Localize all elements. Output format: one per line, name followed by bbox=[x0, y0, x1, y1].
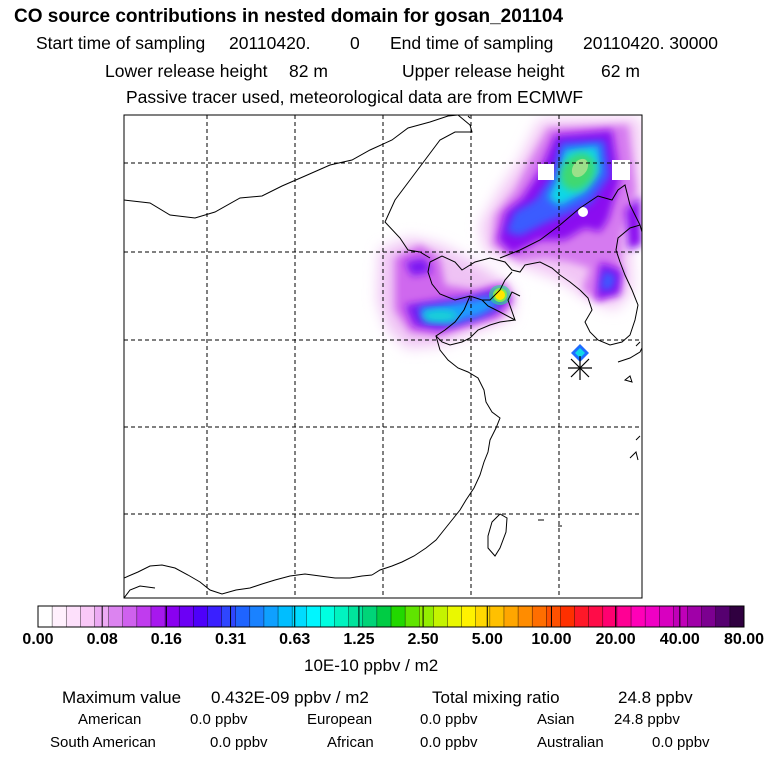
map-frame bbox=[123, 114, 643, 599]
region-african-value: 0.0 ppbv bbox=[420, 734, 478, 751]
coastlines bbox=[124, 115, 642, 598]
color-scale-cell bbox=[249, 606, 265, 627]
color-scale-cell bbox=[207, 606, 223, 627]
color-scale-cell bbox=[574, 606, 590, 627]
plume-northeast bbox=[480, 118, 642, 310]
color-scale-tick-label: 10.00 bbox=[531, 631, 572, 648]
color-scale-cell bbox=[376, 606, 392, 627]
color-scale-cell bbox=[306, 606, 321, 627]
color-scale-cell bbox=[673, 606, 689, 627]
color-scale-cell bbox=[66, 606, 81, 627]
color-scale-cell bbox=[362, 606, 378, 627]
max-value-label: Maximum value bbox=[62, 688, 182, 707]
total-mixing-value: 24.8 ppbv bbox=[618, 688, 693, 707]
color-scale-cell bbox=[150, 606, 166, 627]
upper-release-value: 62 m bbox=[601, 61, 640, 81]
color-scale-cell bbox=[165, 606, 180, 627]
color-scale-cell bbox=[38, 606, 53, 627]
color-scale-tick-label: 0.16 bbox=[150, 631, 182, 648]
map-title: CO source contributions in nested domain… bbox=[14, 6, 564, 27]
color-scale-cell bbox=[320, 606, 336, 627]
color-scale-bar bbox=[37, 605, 745, 628]
color-scale-cell bbox=[348, 606, 364, 627]
end-time-value: 20110420. 30000 bbox=[583, 33, 718, 53]
color-scale-cell bbox=[729, 606, 745, 627]
region-african-label: African bbox=[327, 734, 374, 751]
region-asian-value: 24.8 ppbv bbox=[614, 711, 680, 728]
color-scale-cell bbox=[263, 606, 279, 627]
color-scale-cell bbox=[503, 606, 519, 627]
max-value: 0.432E-09 ppbv / m2 bbox=[211, 688, 369, 707]
concentration-map bbox=[123, 114, 643, 599]
color-scale-cell bbox=[221, 606, 237, 627]
region-european-value: 0.0 ppbv bbox=[420, 711, 478, 728]
region-american-value: 0.0 ppbv bbox=[190, 711, 248, 728]
region-european-label: European bbox=[307, 711, 373, 728]
color-scale-tick-label: 80.00 bbox=[723, 631, 765, 648]
tracer-note: Passive tracer used, meteorological data… bbox=[126, 87, 584, 107]
color-scale-cell bbox=[560, 606, 576, 627]
color-scale-cell bbox=[715, 606, 731, 627]
color-scale-tick-label: 0.31 bbox=[214, 631, 247, 648]
color-scale-cell bbox=[278, 606, 293, 627]
color-scale-cell bbox=[602, 606, 618, 627]
color-scale-cell bbox=[489, 606, 505, 627]
region-american-label: American bbox=[78, 711, 142, 728]
color-scale-cell bbox=[179, 606, 194, 627]
color-scale-cell bbox=[292, 606, 307, 627]
color-scale-tick-label: 0.63 bbox=[279, 631, 311, 648]
color-scale-cell bbox=[235, 606, 251, 627]
color-scale-cell bbox=[122, 606, 138, 627]
region-australian-value: 0.0 ppbv bbox=[652, 734, 710, 751]
color-scale-cell bbox=[687, 606, 703, 627]
plume-jeju bbox=[571, 344, 589, 362]
region-asian-label: Asian bbox=[537, 711, 575, 728]
color-scale-unit: 10E-10 ppbv / m2 bbox=[304, 656, 439, 675]
color-scale-cell bbox=[616, 606, 632, 627]
color-scale-cell bbox=[645, 606, 660, 627]
color-scale-cell bbox=[80, 606, 95, 627]
color-scale-cell bbox=[588, 606, 604, 627]
color-scale-cell bbox=[659, 606, 674, 627]
end-time-label: End time of sampling bbox=[390, 33, 554, 53]
color-scale-tick-label: 40.00 bbox=[659, 631, 700, 648]
plume-bohai bbox=[378, 238, 515, 348]
region-south-american-label: South American bbox=[50, 734, 156, 751]
lower-release-label: Lower release height bbox=[105, 61, 268, 81]
color-scale-cell bbox=[419, 606, 434, 627]
color-scale-cell bbox=[433, 606, 448, 627]
color-scale-cell bbox=[193, 606, 208, 627]
start-time-hour: 0 bbox=[350, 33, 360, 53]
color-scale-cell bbox=[405, 606, 420, 627]
color-scale-cell bbox=[701, 606, 717, 627]
color-scale-cell bbox=[461, 606, 477, 627]
color-scale-tick-label: 0.08 bbox=[86, 631, 118, 648]
color-scale-cell bbox=[447, 606, 463, 627]
color-scale-tick-label: 0.00 bbox=[22, 631, 54, 648]
color-scale-cell bbox=[546, 606, 561, 627]
receptor-marker-icon bbox=[568, 356, 592, 380]
color-scale-cell bbox=[108, 606, 124, 627]
total-mixing-label: Total mixing ratio bbox=[432, 688, 560, 707]
upper-release-label: Upper release height bbox=[402, 61, 565, 81]
color-scale-cell bbox=[391, 606, 406, 627]
color-scale-cell bbox=[475, 606, 491, 627]
color-scale-cell bbox=[532, 606, 547, 627]
lat-lon-grid bbox=[124, 115, 642, 598]
start-time-label: Start time of sampling bbox=[36, 33, 206, 53]
color-scale-tick-label: 20.00 bbox=[595, 631, 636, 648]
color-scale-cell bbox=[136, 606, 152, 627]
lower-release-value: 82 m bbox=[289, 61, 328, 81]
color-scale-tick-label: 1.25 bbox=[343, 631, 375, 648]
color-scale-cell bbox=[631, 606, 646, 627]
color-scale-tick-label: 5.00 bbox=[471, 631, 503, 648]
color-scale-cell bbox=[518, 606, 533, 627]
color-scale-cell bbox=[52, 606, 67, 627]
region-south-american-value: 0.0 ppbv bbox=[210, 734, 268, 751]
color-scale-tick-label: 2.50 bbox=[407, 631, 439, 648]
region-australian-label: Australian bbox=[537, 734, 604, 751]
start-time-value: 20110420. bbox=[229, 33, 311, 53]
color-scale-cell bbox=[334, 606, 350, 627]
